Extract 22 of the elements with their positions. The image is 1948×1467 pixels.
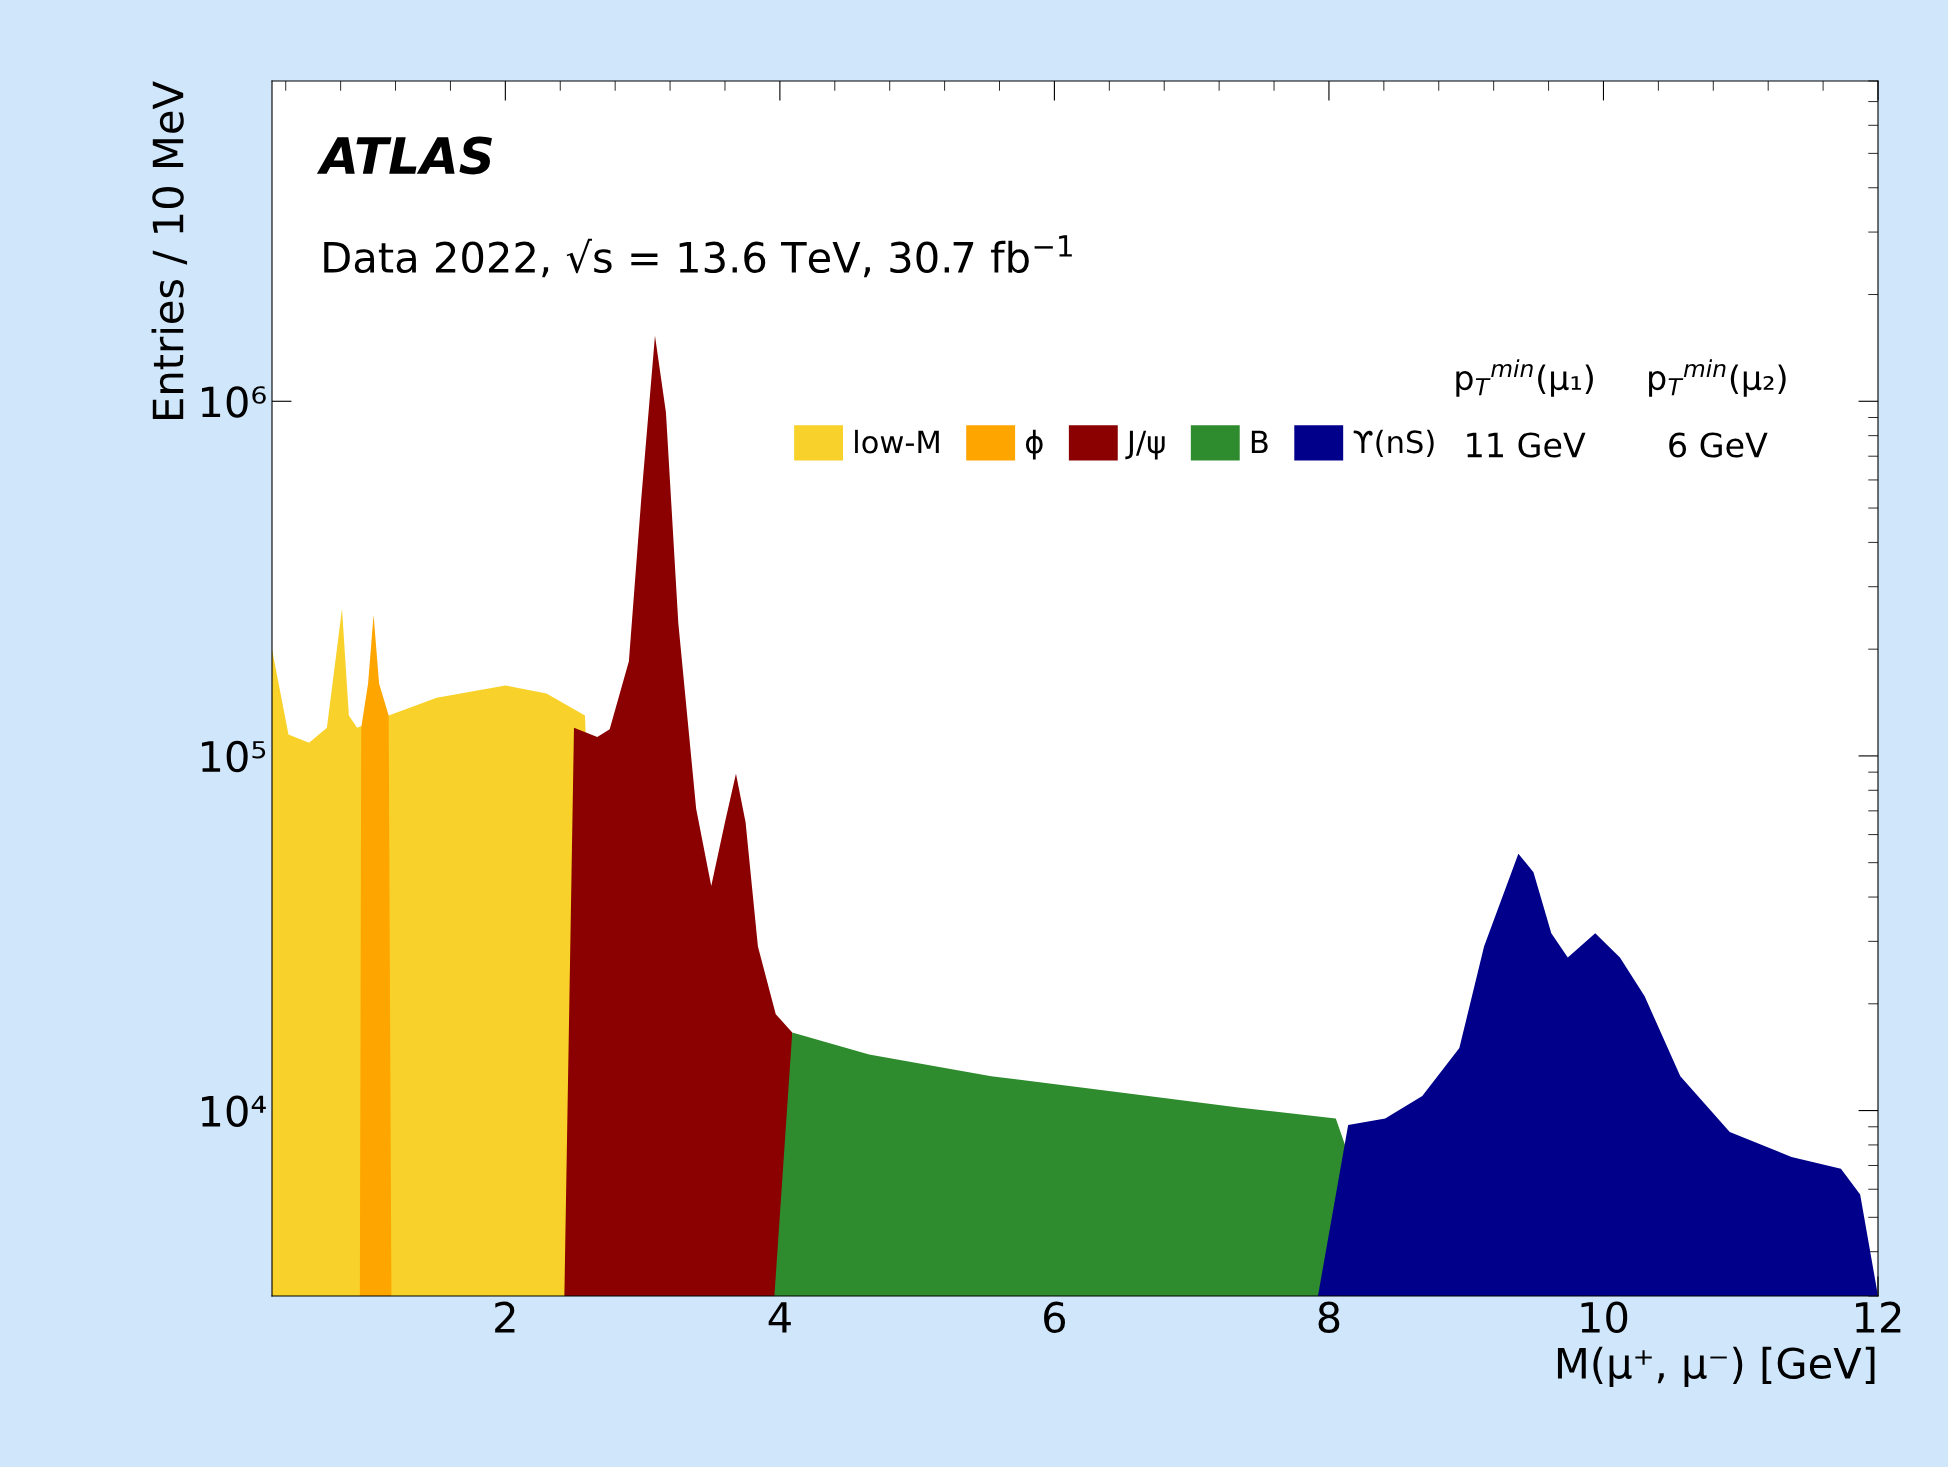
- legend-label: J/ψ: [1125, 430, 1165, 460]
- x-tick-label: 8: [1318, 1301, 1340, 1334]
- y-axis-title: Entries / 10 MeV: [151, 81, 188, 419]
- legend-label: ϕ: [1025, 429, 1043, 460]
- legend-label: B: [1251, 430, 1268, 454]
- annotation: ATLAS: [316, 136, 492, 175]
- x-tick-label: 2: [495, 1301, 515, 1333]
- annotation: p$_{T}$$^{min}$(μ₁): [1456, 359, 1593, 397]
- legend-label: ϒ(nS): [1353, 429, 1434, 458]
- annotation: Data 2022, √s = 13.6 TeV, 30.7 fb$^{−1}$: [324, 235, 1072, 278]
- x-axis-title: M(μ⁺, μ⁻) [GeV]: [1557, 1346, 1875, 1388]
- annotation: 6 GeV: [1669, 432, 1768, 458]
- legend-label: low-M: [855, 429, 939, 454]
- annotation: p$_{T}$$^{min}$(μ₂): [1649, 359, 1786, 397]
- y-tick-label: 10⁵: [201, 740, 266, 773]
- x-tick-label: 10: [1581, 1301, 1628, 1334]
- y-tick-label: 10⁶: [201, 386, 266, 418]
- x-tick-label: 6: [1044, 1301, 1066, 1334]
- y-tick-label: 10⁴: [201, 1095, 266, 1127]
- x-tick-label: 4: [768, 1302, 791, 1333]
- x-tick-label: 12: [1856, 1301, 1901, 1333]
- annotation: 11 GeV: [1467, 432, 1586, 458]
